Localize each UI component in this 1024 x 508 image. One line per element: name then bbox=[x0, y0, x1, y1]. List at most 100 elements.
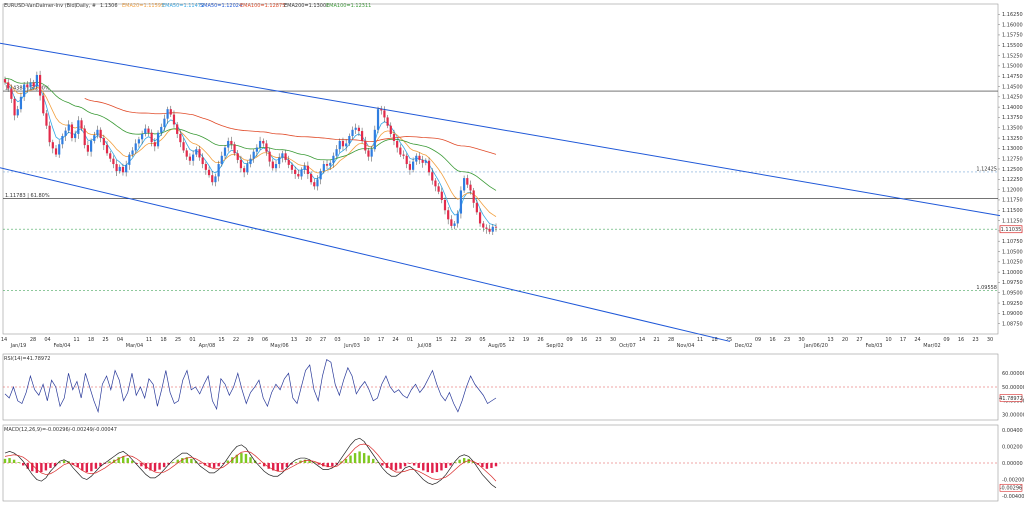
price-tick-label: 1.13000 bbox=[1002, 146, 1023, 152]
date-tick-label: Nov/04 bbox=[677, 343, 695, 349]
trend-channel bbox=[0, 42, 1001, 342]
candle-body bbox=[64, 130, 67, 136]
date-tick-label: Sep/02 bbox=[546, 343, 563, 349]
candle-body bbox=[348, 136, 351, 144]
candle-body bbox=[322, 164, 325, 172]
candle-body bbox=[265, 143, 268, 152]
macd-histogram-bar bbox=[135, 463, 139, 464]
candle-body bbox=[51, 142, 54, 149]
price-tick-label: 1.11250 bbox=[1002, 218, 1023, 224]
price-tick-label: 1.09500 bbox=[1002, 291, 1023, 297]
candle-body bbox=[338, 140, 341, 150]
candle-body bbox=[287, 159, 290, 165]
candle-body bbox=[396, 140, 399, 148]
macd-histogram-bar bbox=[21, 463, 25, 466]
macd-histogram-bar bbox=[349, 455, 352, 463]
price-tick-label: 1.16250 bbox=[1002, 12, 1023, 18]
candle-body bbox=[214, 176, 217, 183]
candle-body bbox=[341, 140, 345, 147]
date-tick-label: 18 bbox=[160, 337, 166, 343]
candle-body bbox=[115, 164, 118, 172]
candle-body bbox=[405, 155, 408, 165]
candle-body bbox=[45, 113, 48, 126]
macd-histogram-bar bbox=[172, 462, 175, 463]
date-tick-label: Mar/02 bbox=[923, 343, 940, 349]
macd-histogram-bar bbox=[326, 463, 329, 468]
date-tick-label: 22 bbox=[450, 337, 456, 343]
candle-body bbox=[262, 140, 265, 144]
macd-histogram-bar bbox=[81, 463, 84, 471]
date-tick-label: 23 bbox=[595, 337, 601, 343]
rsi-header: RSI(14)=41.78972 bbox=[4, 356, 50, 362]
rsi-plot: 41.78972 bbox=[4, 358, 1023, 414]
candle-body bbox=[227, 140, 230, 148]
macd-tick-label: 0.00000 bbox=[1002, 461, 1023, 467]
candle-body bbox=[475, 202, 478, 213]
date-tick-label: 03 bbox=[334, 337, 340, 343]
macd-histogram-bar bbox=[12, 459, 16, 463]
candle-body bbox=[188, 156, 192, 161]
candle-body bbox=[42, 95, 45, 114]
price-tick-label: 1.14750 bbox=[1002, 74, 1023, 80]
date-tick-label: 30 bbox=[610, 337, 616, 343]
date-tick-label: 28 bbox=[30, 337, 36, 343]
candle-body bbox=[412, 161, 415, 170]
candle-body bbox=[354, 127, 357, 130]
date-tick-label: 14 bbox=[639, 337, 645, 343]
candle-body bbox=[447, 210, 450, 220]
date-tick-label: 25 bbox=[175, 337, 181, 343]
candle-body bbox=[450, 219, 453, 226]
candle-body bbox=[230, 140, 233, 145]
candle-body bbox=[434, 180, 437, 187]
date-tick-label: 20 bbox=[305, 337, 311, 343]
macd-histogram-bar bbox=[235, 454, 239, 463]
candle-body bbox=[153, 142, 156, 147]
macd-histogram-bar bbox=[449, 463, 452, 466]
candle-body bbox=[23, 84, 26, 97]
candle-body bbox=[58, 144, 61, 155]
macd-histogram-bar bbox=[372, 458, 375, 463]
candle-body bbox=[258, 140, 262, 148]
date-tick-label: 23 bbox=[972, 337, 978, 343]
ema-slow-line bbox=[4, 77, 497, 191]
macd-histogram-bar bbox=[58, 462, 61, 463]
macd-histogram-bar bbox=[440, 463, 443, 471]
candle-body bbox=[303, 165, 306, 170]
candle-body bbox=[201, 157, 204, 165]
macd-histogram-bar bbox=[276, 463, 279, 472]
header-price: 1.1306 bbox=[100, 3, 118, 9]
macd-histogram-bar bbox=[335, 463, 339, 465]
candle-body bbox=[121, 166, 125, 173]
price-tick-label: 1.14000 bbox=[1002, 105, 1023, 111]
macd-histogram-bar bbox=[494, 463, 498, 467]
macd-histogram-bar bbox=[62, 460, 66, 463]
price-level-label: 1.09558 bbox=[976, 285, 997, 291]
date-tick-label: 29 bbox=[465, 337, 471, 343]
macd-histogram-bar bbox=[381, 463, 384, 466]
candle-body bbox=[491, 226, 494, 232]
date-tick-label: 10 bbox=[363, 337, 369, 343]
macd-histogram-bar bbox=[390, 463, 393, 470]
candle-body bbox=[93, 135, 96, 141]
candle-body bbox=[236, 153, 239, 160]
candle-body bbox=[373, 129, 376, 150]
candle-body bbox=[118, 166, 121, 172]
price-tick-label: 1.15000 bbox=[1002, 64, 1023, 70]
candle-body bbox=[128, 154, 131, 165]
macd-histogram-bar bbox=[344, 458, 348, 463]
date-tick-label: Jul/08 bbox=[416, 343, 431, 349]
date-tick-label: 27 bbox=[856, 337, 862, 343]
macd-histogram-bar bbox=[217, 463, 220, 467]
date-tick-label: 09 bbox=[943, 337, 949, 343]
macd-histogram-bar bbox=[31, 463, 34, 472]
candle-body bbox=[278, 157, 281, 165]
candle-body bbox=[418, 155, 421, 160]
macd-histogram-bar bbox=[181, 458, 184, 463]
macd-histogram-bar bbox=[85, 463, 89, 473]
macd-histogram-bar bbox=[353, 453, 357, 463]
macd-histogram-bar bbox=[190, 458, 193, 463]
macd-histogram-bar bbox=[26, 463, 29, 469]
